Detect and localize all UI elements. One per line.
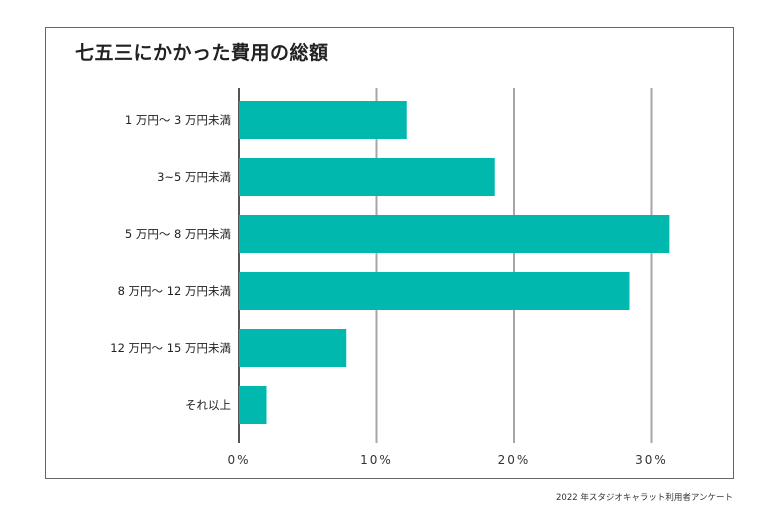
x-tick-label: 20% — [498, 453, 531, 467]
bar — [239, 386, 267, 424]
x-tick-label: 10% — [360, 453, 393, 467]
bar — [239, 101, 407, 139]
chart-frame — [45, 27, 734, 479]
category-label: 12 万円～ 15 万円未満 — [110, 341, 231, 355]
x-tick-label: 30% — [635, 453, 668, 467]
chart-title: 七五三にかかった費用の総額 — [75, 42, 329, 64]
category-label: 3~5 万円未満 — [157, 170, 231, 184]
x-tick-label: 0% — [227, 453, 250, 467]
category-label: それ以上 — [185, 398, 231, 412]
category-label: 5 万円～ 8 万円未満 — [125, 227, 231, 241]
bar — [239, 158, 495, 196]
bar — [239, 215, 670, 253]
source-note: 2022 年スタジオキャラット利用者アンケート — [556, 493, 733, 503]
bar — [239, 329, 347, 367]
bar — [239, 272, 630, 310]
category-label: 8 万円～ 12 万円未満 — [118, 284, 231, 298]
category-label: 1 万円～ 3 万円未満 — [125, 113, 231, 127]
